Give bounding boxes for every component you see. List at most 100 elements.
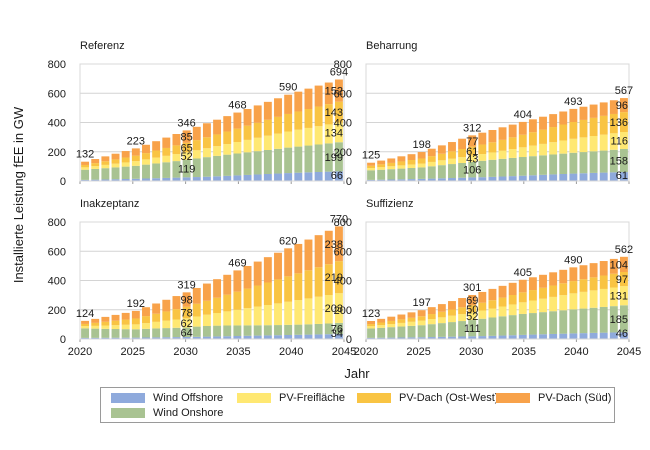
panel-title: Suffizienz xyxy=(366,198,414,210)
bar-pv-freiflaeche-2041 xyxy=(579,291,588,309)
bar-pv-freiflaeche-2022 xyxy=(101,164,110,169)
segment-label-2030: 65 xyxy=(180,143,192,155)
bar-wind-offshore-2029 xyxy=(172,177,181,181)
bar-pv-dach-sued-2035 xyxy=(518,121,527,135)
segment-label-2030: 69 xyxy=(466,295,478,307)
bar-wind-offshore-2042 xyxy=(589,172,598,181)
bar-pv-dach-ost-west-2042 xyxy=(589,277,598,291)
bar-pv-dach-sued-2031 xyxy=(478,291,487,303)
bar-pv-dach-ost-west-2033 xyxy=(213,134,222,147)
bar-wind-onshore-2025 xyxy=(417,325,426,338)
bar-wind-offshore-2029 xyxy=(458,336,467,339)
bar-pv-freiflaeche-2027 xyxy=(437,317,446,324)
bar-pv-dach-sued-2036 xyxy=(528,119,537,133)
bar-wind-offshore-2039 xyxy=(274,173,282,181)
bar-pv-dach-sued-2040 xyxy=(569,108,578,123)
bar-wind-offshore-2020 xyxy=(81,179,90,181)
bar-pv-freiflaeche-2039 xyxy=(274,303,282,326)
bar-pv-dach-ost-west-2033 xyxy=(498,297,507,307)
bar-pv-dach-ost-west-2037 xyxy=(253,285,262,307)
bar-pv-freiflaeche-2043 xyxy=(314,296,323,324)
y-tick-label: 400 xyxy=(334,118,352,130)
bar-pv-freiflaeche-2040 xyxy=(569,293,578,310)
bar-pv-dach-sued-2034 xyxy=(223,116,232,132)
bar-pv-dach-ost-west-2021 xyxy=(377,164,386,168)
x-tick-label: 2035 xyxy=(226,346,250,358)
bar-pv-dach-ost-west-2023 xyxy=(111,159,120,164)
bar-pv-dach-sued-2020 xyxy=(367,321,375,325)
bar-pv-dach-ost-west-2026 xyxy=(142,316,150,324)
bar-wind-offshore-2023 xyxy=(397,337,406,339)
bar-wind-onshore-2027 xyxy=(152,163,161,179)
y-tick-label: 400 xyxy=(334,276,352,288)
bar-wind-onshore-2029 xyxy=(172,161,181,178)
bar-pv-dach-ost-west-2027 xyxy=(152,313,161,322)
x-tick-label: 2040 xyxy=(279,346,303,358)
bar-pv-dach-ost-west-2036 xyxy=(243,288,252,309)
bar-pv-dach-ost-west-2043 xyxy=(599,115,608,135)
y-tick-label: 0 xyxy=(346,334,352,346)
bar-wind-onshore-2042 xyxy=(304,324,313,335)
bar-pv-freiflaeche-2024 xyxy=(121,324,130,330)
bar-wind-onshore-2028 xyxy=(162,328,171,338)
bar-wind-onshore-2021 xyxy=(91,168,100,180)
bar-pv-dach-ost-west-2027 xyxy=(152,150,161,158)
bar-wind-onshore-2044 xyxy=(609,149,618,173)
bar-pv-dach-sued-2043 xyxy=(314,85,323,107)
bar-pv-dach-ost-west-2032 xyxy=(202,300,211,315)
bar-pv-dach-ost-west-2040 xyxy=(569,281,578,294)
bar-wind-offshore-2024 xyxy=(407,179,416,181)
bar-wind-offshore-2037 xyxy=(253,174,262,181)
bar-pv-dach-sued-2039 xyxy=(274,98,282,117)
segment-label-2030: 64 xyxy=(180,327,192,339)
bar-wind-offshore-2045 xyxy=(620,172,628,181)
bar-pv-dach-sued-2020 xyxy=(81,161,90,165)
bar-pv-dach-sued-2034 xyxy=(508,124,517,138)
bar-wind-offshore-2044 xyxy=(609,332,618,339)
bar-wind-onshore-2025 xyxy=(131,165,140,179)
bar-pv-dach-ost-west-2045 xyxy=(620,112,628,133)
bar-wind-onshore-2041 xyxy=(294,324,303,335)
bar-wind-onshore-2045 xyxy=(334,142,343,172)
bar-pv-dach-sued-2042 xyxy=(304,88,313,109)
bar-pv-freiflaeche-2028 xyxy=(162,155,171,163)
bar-pv-freiflaeche-2034 xyxy=(508,304,517,316)
bar-wind-onshore-2038 xyxy=(263,325,272,336)
y-tick-label: 800 xyxy=(334,59,352,71)
bar-pv-dach-ost-west-2034 xyxy=(508,137,517,150)
bar-pv-dach-sued-2029 xyxy=(172,296,181,310)
bar-pv-dach-ost-west-2022 xyxy=(387,162,396,167)
bar-pv-dach-sued-2042 xyxy=(589,263,598,278)
panel-frame xyxy=(79,221,345,340)
bar-pv-freiflaeche-2029 xyxy=(172,154,181,162)
bar-pv-dach-sued-2030 xyxy=(468,294,477,306)
bar-pv-freiflaeche-2039 xyxy=(559,295,568,311)
bar-wind-onshore-2022 xyxy=(387,327,396,338)
bar-pv-freiflaeche-2027 xyxy=(152,321,161,329)
bar-pv-freiflaeche-2044 xyxy=(324,124,333,144)
segment-label-2045: 238 xyxy=(325,239,343,251)
segment-label-2030: 77 xyxy=(466,136,478,148)
bar-pv-dach-sued-2045 xyxy=(620,256,628,272)
bar-wind-offshore-2039 xyxy=(274,335,282,339)
bar-pv-freiflaeche-2040 xyxy=(284,131,293,148)
bar-pv-freiflaeche-2037 xyxy=(253,137,262,152)
bar-pv-dach-sued-2041 xyxy=(294,243,303,274)
bar-pv-freiflaeche-2022 xyxy=(387,324,396,328)
bar-pv-dach-ost-west-2035 xyxy=(233,291,242,310)
bar-pv-dach-ost-west-2028 xyxy=(448,309,456,316)
bar-wind-onshore-2037 xyxy=(539,155,547,175)
bar-wind-onshore-2032 xyxy=(488,317,497,336)
bar-pv-dach-ost-west-2038 xyxy=(549,285,558,297)
total-label-2035: 404 xyxy=(514,109,532,121)
bar-pv-freiflaeche-2038 xyxy=(263,135,272,150)
segment-label-2030: 85 xyxy=(180,132,192,144)
bar-pv-dach-ost-west-2030 xyxy=(182,142,191,153)
bar-wind-offshore-2025 xyxy=(131,178,140,181)
bar-wind-offshore-2020 xyxy=(367,337,375,339)
bar-pv-freiflaeche-2042 xyxy=(589,136,598,152)
total-label-2035: 468 xyxy=(228,100,246,112)
segment-label-2045: 66 xyxy=(331,170,343,182)
bar-pv-freiflaeche-2036 xyxy=(243,139,252,153)
bar-wind-offshore-2044 xyxy=(609,172,618,181)
